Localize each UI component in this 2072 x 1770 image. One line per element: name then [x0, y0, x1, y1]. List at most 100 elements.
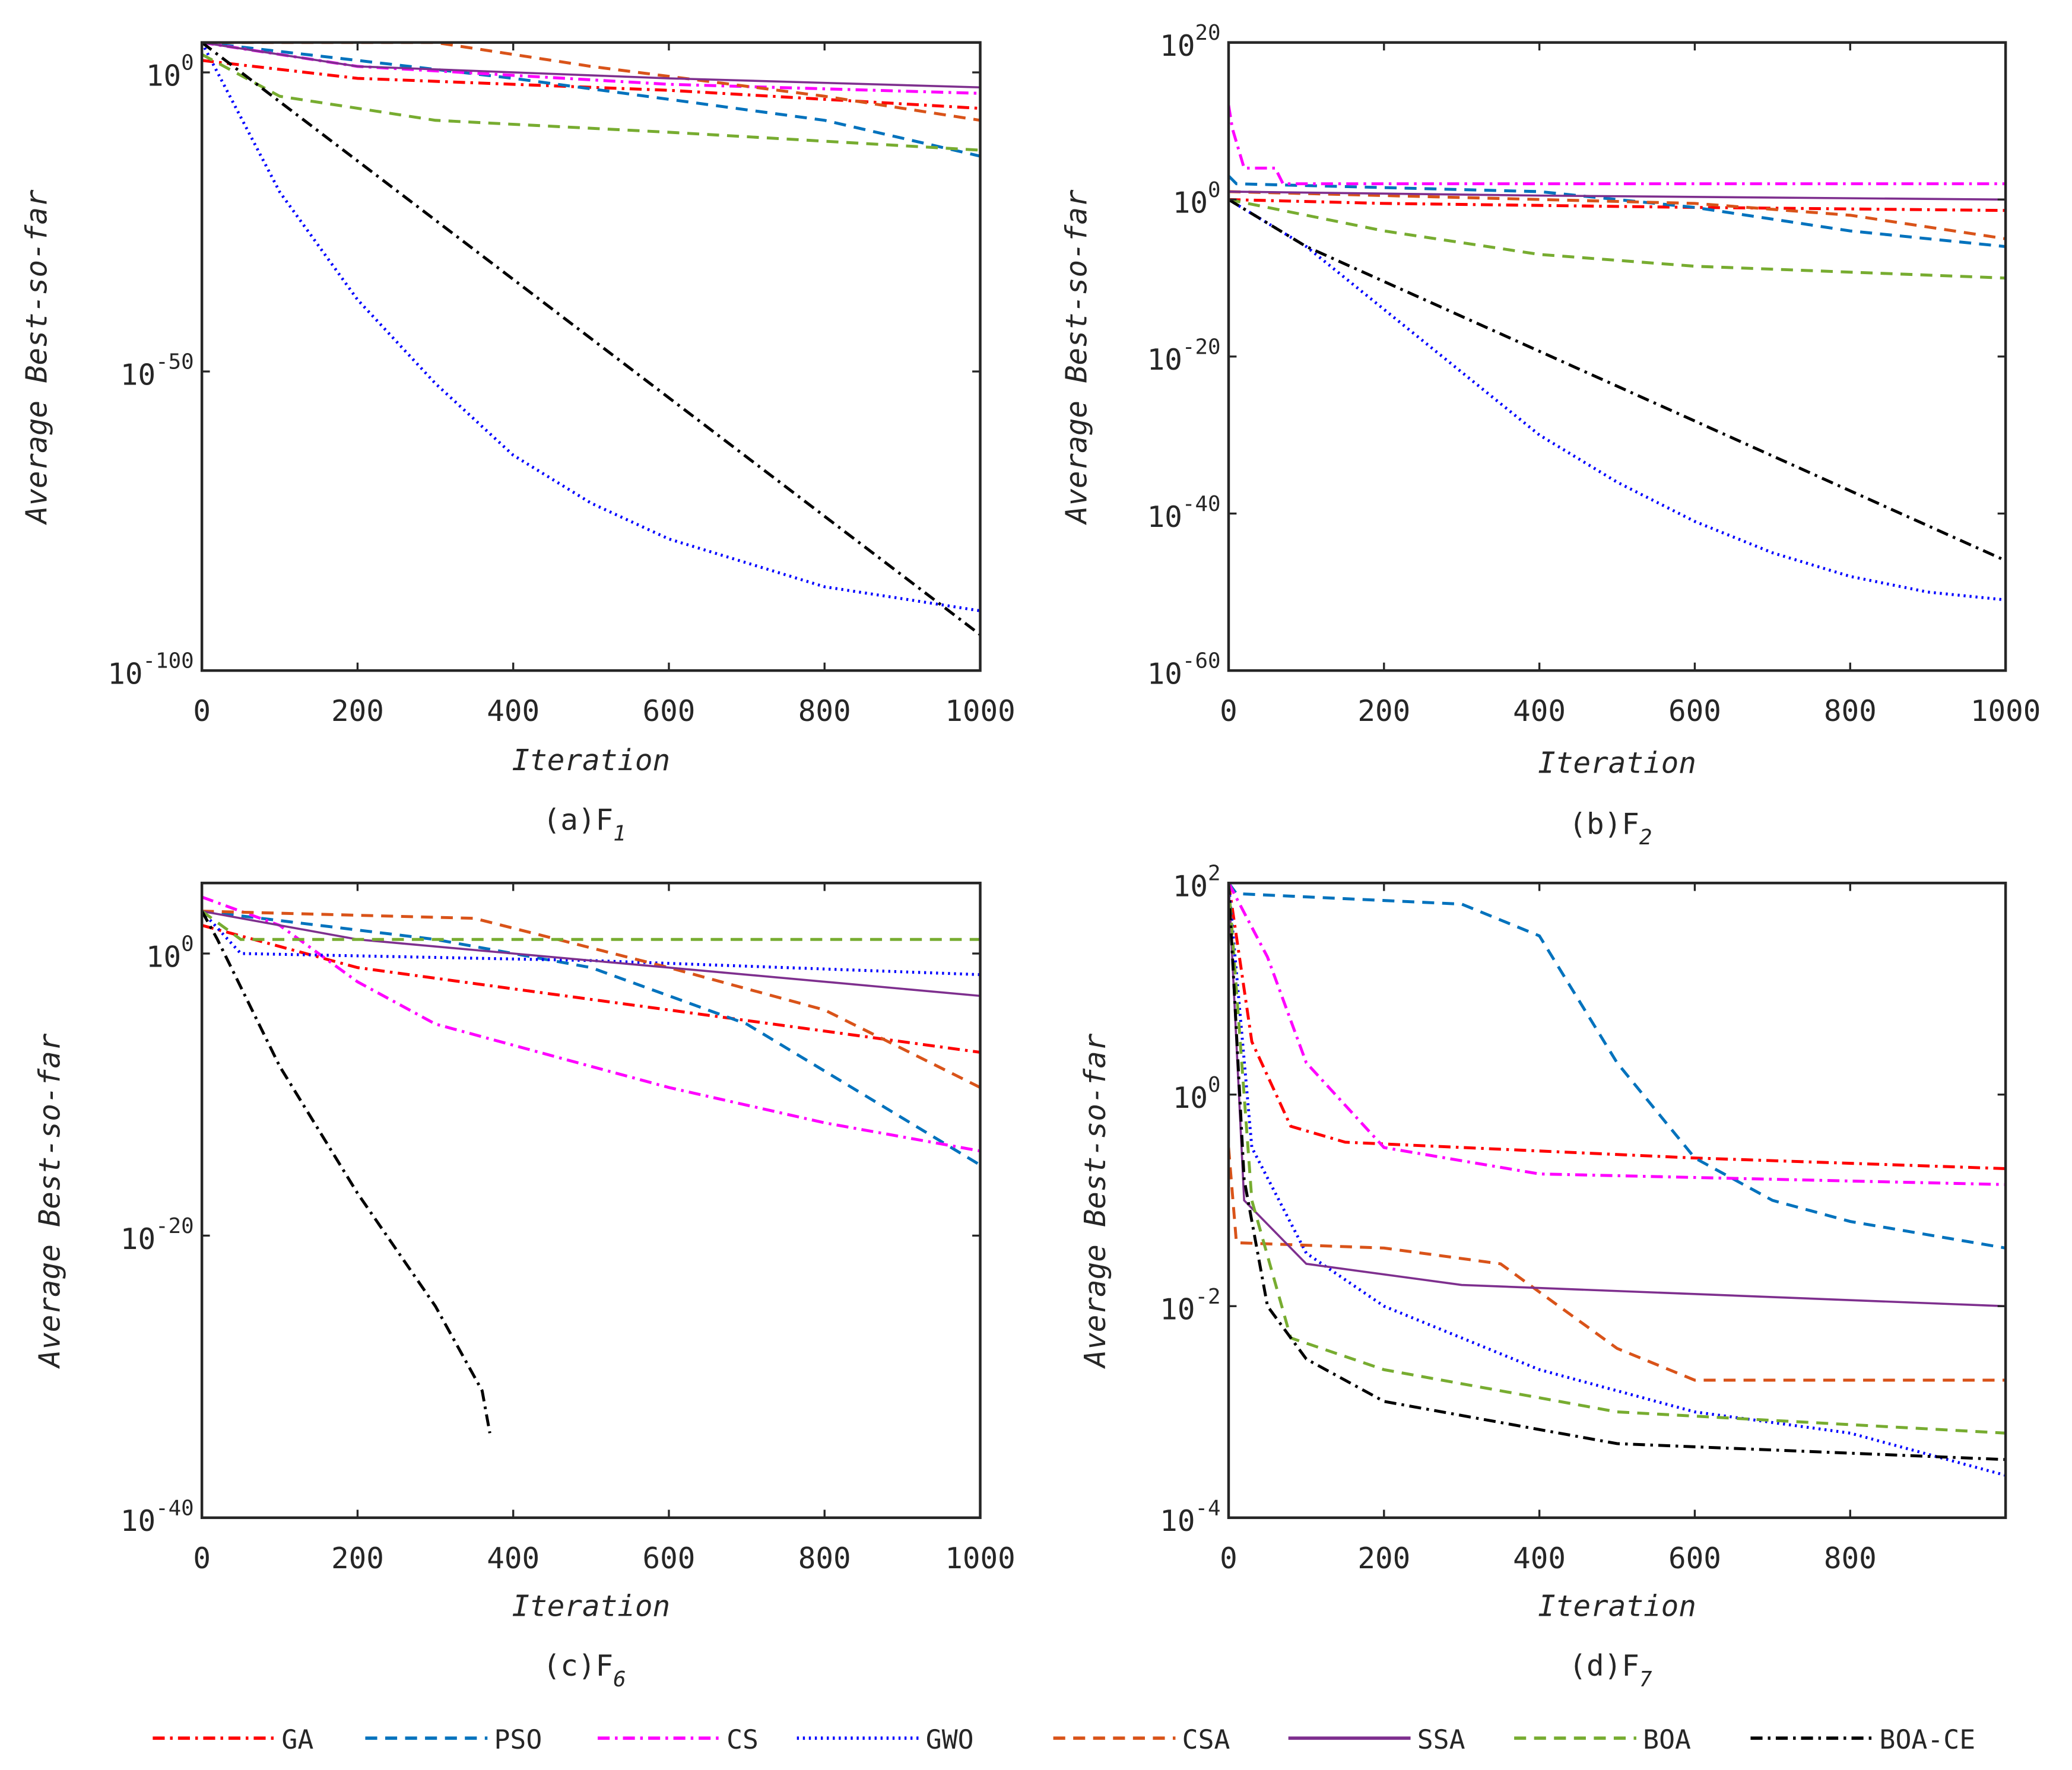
y-tick-label: 100 — [1173, 1073, 1221, 1115]
y-tick-exponent: -100 — [143, 649, 194, 673]
y-tick-exponent: 0 — [181, 932, 194, 957]
series-line-cs — [1228, 883, 2006, 1186]
y-tick-exponent: -50 — [156, 350, 194, 374]
y-tick-exponent: 2 — [1208, 862, 1221, 886]
y-tick-base: 10 — [120, 1504, 156, 1538]
legend-item-boa: BOA — [1514, 1724, 1691, 1755]
caption-subscript: 7 — [1639, 1667, 1652, 1692]
y-tick-label: 100 — [146, 51, 194, 93]
series-line-boa — [202, 910, 981, 941]
y-tick-label: 100 — [146, 932, 194, 974]
x-tick-label: 200 — [1357, 1541, 1410, 1575]
y-axis-label: Average Best-so-far — [1059, 189, 1094, 525]
y-axis-label: Average Best-so-far — [33, 1033, 67, 1369]
x-tick-label: 0 — [1220, 694, 1238, 728]
series-line-boa — [1228, 883, 2006, 1435]
series-line-cs — [202, 42, 981, 95]
legend-label: BOA-CE — [1880, 1724, 1976, 1755]
caption-text: (c)F — [543, 1648, 614, 1683]
series-line-cs — [202, 895, 981, 1153]
y-tick-label: 10-100 — [107, 649, 193, 691]
series-line-ga — [202, 924, 981, 1054]
legend-item-gwo: GWO — [797, 1724, 974, 1755]
y-tick-exponent: -4 — [1195, 1496, 1220, 1520]
series-line-gwo — [1228, 883, 2006, 1477]
series-line-csa — [1228, 190, 2006, 240]
legend-label: CSA — [1182, 1724, 1230, 1755]
legend: GA PSO CS GWO CSA SSA BOA BOA-CE — [153, 1724, 1975, 1755]
y-axis-label: Average Best-so-far — [19, 189, 53, 525]
series-line-pso — [202, 42, 981, 158]
series-line-ga — [1228, 198, 2006, 212]
legend-item-cs: CS — [598, 1724, 759, 1755]
y-tick-exponent: 0 — [181, 51, 194, 75]
series-line-boa-ce — [202, 910, 491, 1434]
panel-c: 0 200 400 600 800 100010010-2010-40IterationA… — [33, 881, 1016, 1692]
caption-subscript: 6 — [613, 1667, 626, 1692]
caption-text: (a)F — [543, 803, 614, 837]
series-line-ssa — [1228, 190, 2006, 201]
axes-box — [200, 41, 982, 672]
legend-label: CS — [726, 1724, 759, 1755]
axes-box — [200, 881, 982, 1520]
series-line-ga — [1228, 883, 2006, 1170]
series-line-boa-ce — [1228, 198, 2006, 563]
x-tick-label: 400 — [487, 1541, 540, 1575]
y-tick-label: 10-2 — [1160, 1285, 1220, 1327]
y-tick-label: 10-20 — [120, 1214, 194, 1256]
x-axis-label: Iteration — [512, 743, 670, 777]
series-line-ga — [202, 59, 981, 110]
panel-b: 0 200 400 600 800 1000102010010-2010-4010-60I… — [1059, 21, 2041, 850]
x-tick-label: 200 — [1357, 694, 1410, 728]
y-tick-exponent: -20 — [1182, 335, 1221, 359]
y-tick-base: 10 — [1173, 1081, 1208, 1115]
y-tick-base: 10 — [1160, 1292, 1195, 1327]
y-tick-exponent: 0 — [1208, 178, 1221, 202]
y-tick-base: 10 — [1147, 656, 1182, 691]
legend-label: SSA — [1417, 1724, 1465, 1755]
y-tick-label: 10-4 — [1160, 1496, 1220, 1538]
y-tick-exponent: 0 — [1208, 1073, 1221, 1097]
x-axis-label: Iteration — [1538, 745, 1696, 780]
series-line-pso — [1228, 174, 2006, 249]
y-tick-label: 10-40 — [1147, 492, 1221, 534]
x-tick-label: 600 — [1668, 694, 1721, 728]
y-tick-label: 102 — [1173, 862, 1221, 904]
y-tick-exponent: -40 — [1182, 492, 1221, 516]
x-tick-label: 800 — [798, 1541, 851, 1575]
series-line-boa — [1228, 198, 2006, 280]
y-tick-exponent: -60 — [1182, 649, 1221, 673]
series-line-csa — [202, 910, 981, 1089]
legend-item-ssa: SSA — [1288, 1724, 1465, 1755]
x-tick-label: 400 — [487, 694, 540, 728]
y-tick-label: 100 — [1173, 178, 1221, 220]
series-line-gwo — [202, 42, 981, 612]
series-line-gwo — [202, 910, 981, 977]
y-tick-base: 10 — [107, 656, 142, 691]
series-line-csa — [202, 42, 981, 122]
y-tick-base: 10 — [1147, 500, 1182, 534]
series-line-ssa — [202, 910, 981, 997]
y-tick-label: 10-50 — [120, 350, 194, 392]
series-line-pso — [1228, 883, 2006, 1250]
y-tick-base: 10 — [1173, 186, 1208, 220]
y-tick-base: 10 — [120, 357, 156, 392]
y-tick-exponent: -40 — [156, 1496, 194, 1520]
axes-box — [1227, 881, 2007, 1520]
x-tick-label: 200 — [331, 694, 384, 728]
panel-caption: (d)F7 — [1569, 1648, 1652, 1692]
series-line-pso — [202, 910, 981, 1167]
legend-item-ga: GA — [153, 1724, 313, 1755]
x-tick-label: 200 — [331, 1541, 384, 1575]
caption-subscript: 2 — [1639, 825, 1652, 850]
y-tick-label: 10-40 — [120, 1496, 194, 1538]
series-line-gwo — [1228, 198, 2006, 602]
legend-label: GWO — [926, 1724, 974, 1755]
x-tick-label: 0 — [1220, 1541, 1238, 1575]
legend-item-boa-ce: BOA-CE — [1750, 1724, 1975, 1755]
caption-subscript: 1 — [613, 822, 626, 846]
panel-caption: (b)F2 — [1569, 806, 1652, 850]
legend-item-pso: PSO — [365, 1724, 542, 1755]
panel-caption: (a)F1 — [543, 803, 626, 846]
x-tick-label: 800 — [1824, 1541, 1877, 1575]
